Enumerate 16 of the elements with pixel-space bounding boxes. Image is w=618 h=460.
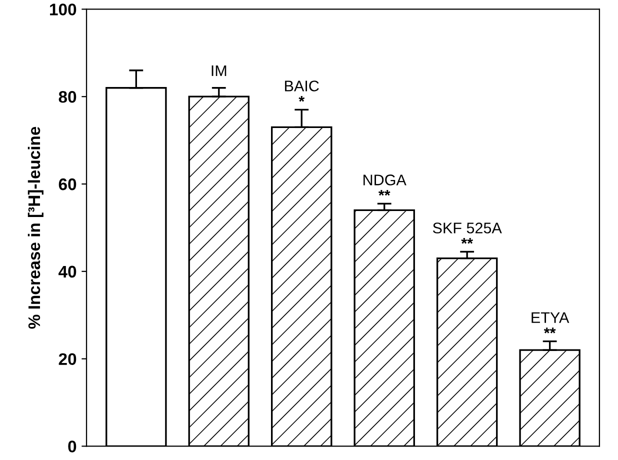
x-tick-label: BAIC [285,80,319,92]
annotation: ** [544,328,556,334]
x-tick-label: ETYA [532,312,570,323]
y-tick-label: 20 [58,353,76,366]
y-tick-label: 80 [58,91,76,103]
y-tick-label: 0 [68,440,76,452]
annotation: ** [461,238,474,244]
y-tick-label: 40 [58,266,76,278]
y-tick-label: 60 [58,178,76,190]
y-axis-title: % Increase in [³H]-leucine [28,126,44,329]
x-tick-label: NDGA [364,174,406,186]
x-tick-label: IM [212,65,226,76]
annotation: * [298,96,305,102]
y-tick-label: 100 [50,4,76,16]
x-tick-label: SKF 525A [432,222,502,234]
annotation: ** [378,190,390,196]
